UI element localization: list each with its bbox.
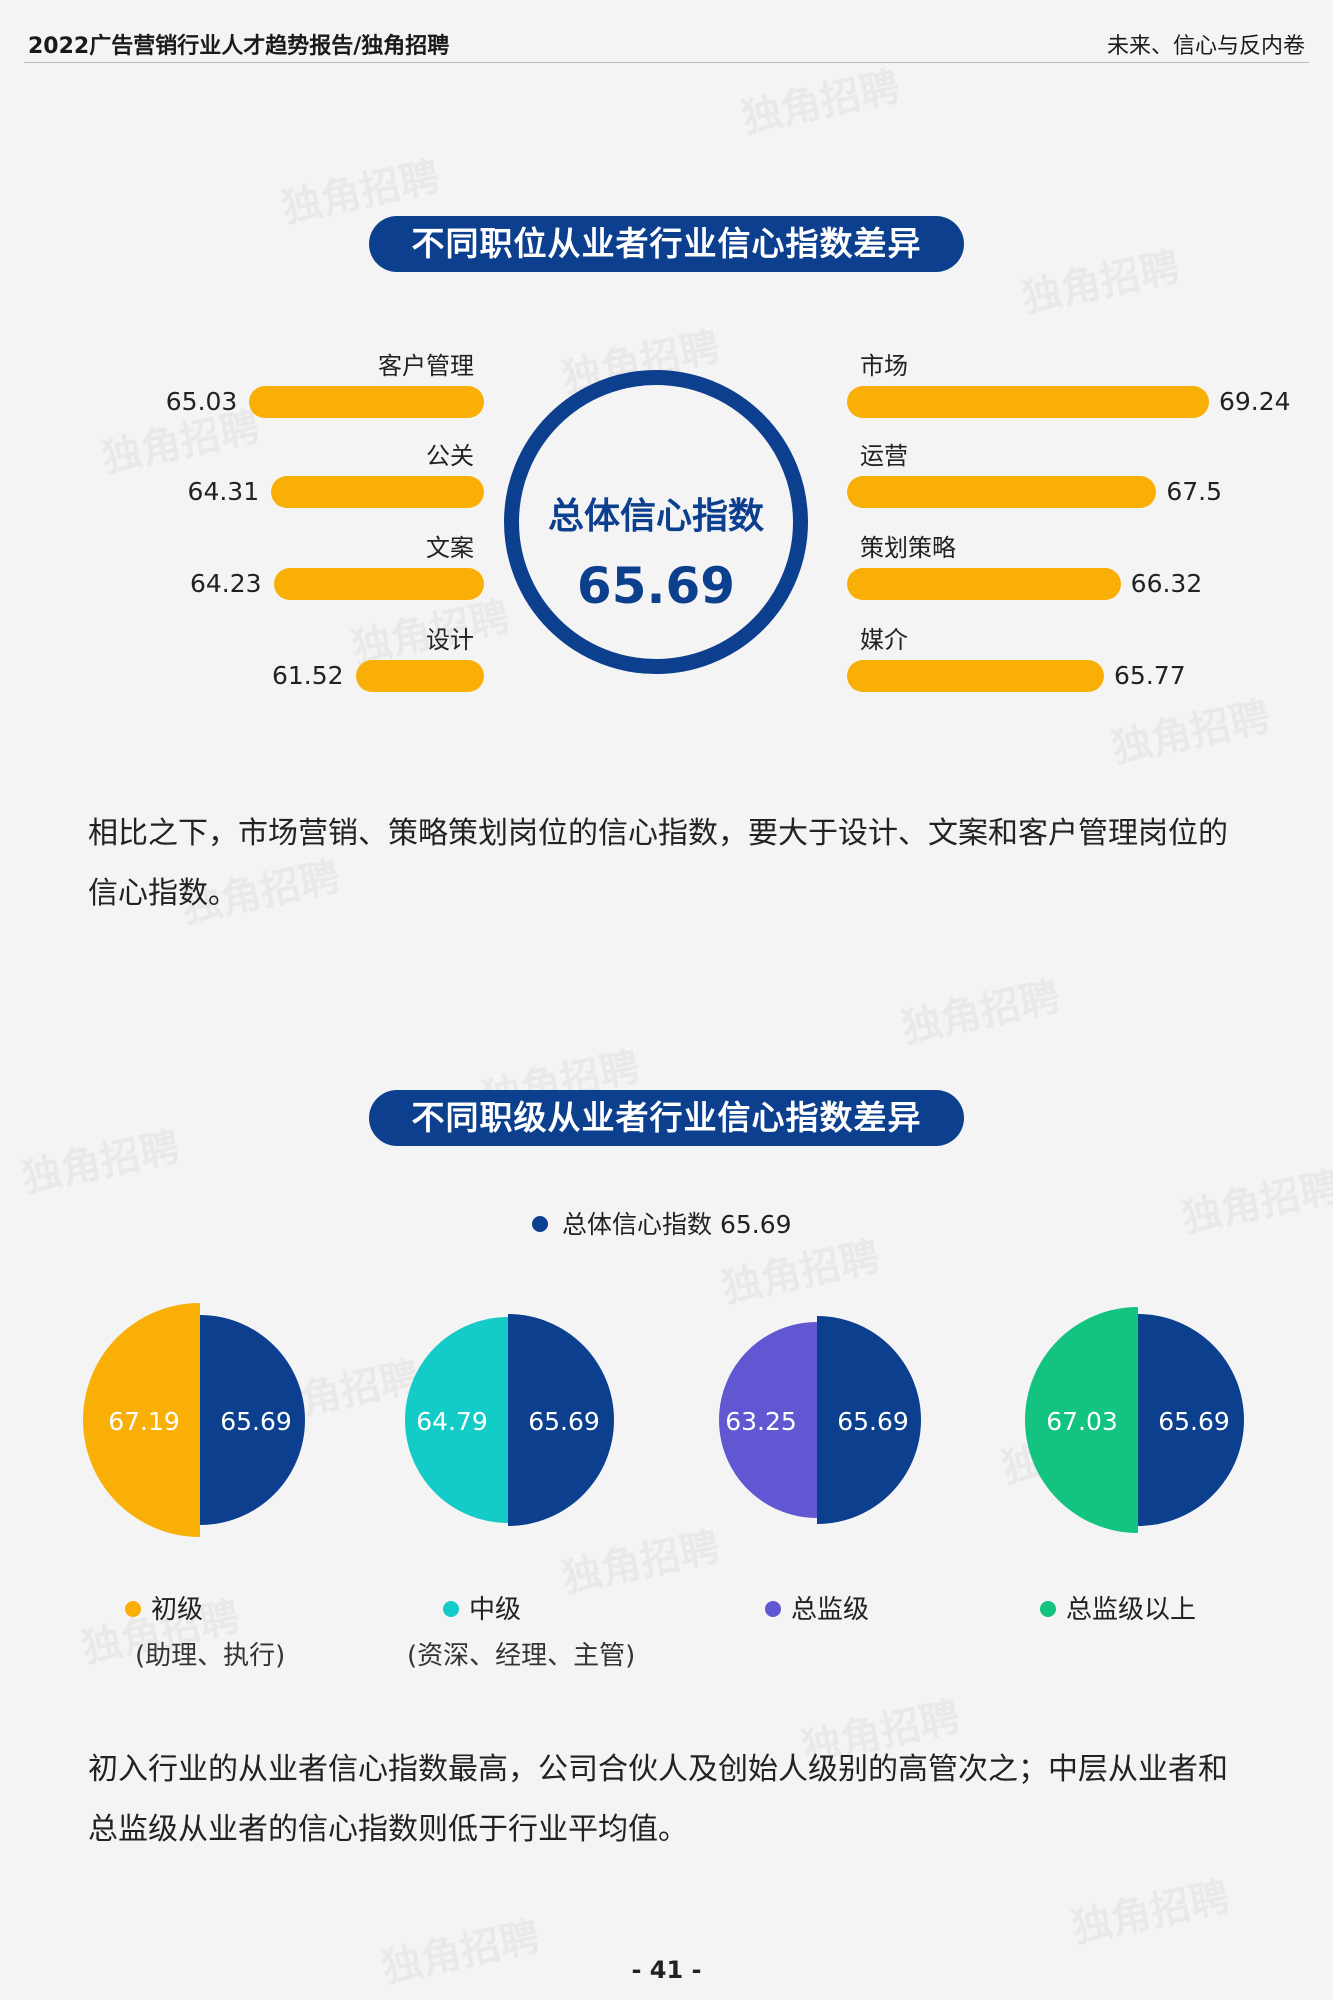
pie-level-value: 63.25 [725, 1407, 797, 1436]
level-legend-sublabel: (资深、经理、主管) [407, 1641, 636, 1671]
pie-overall-value: 65.69 [220, 1407, 292, 1436]
pie-segment-level [719, 1322, 817, 1518]
section2-paragraph: 初入行业的从业者信心指数最高，公司合伙人及创始人级别的高管次之；中层从业者和总监… [88, 1752, 1228, 1847]
level-pie-charts: 67.19 65.69 64.79 65.69 63.25 65.69 67.03 65.69 [83, 1303, 1244, 1537]
overall-index-label: 总体信心指数 [547, 496, 764, 537]
bar-left [273, 568, 484, 600]
report-title: 2022广告营销行业人才趋势报告/独角招聘 [28, 34, 450, 59]
pie-segment-overall [200, 1315, 305, 1525]
level-legend-sublabel: (助理、执行) [135, 1641, 286, 1671]
bar-right [847, 476, 1157, 508]
bar-left-value: 61.52 [271, 661, 344, 690]
bar-right-label: 市场 [860, 352, 908, 380]
section1-paragraph: 相比之下，市场营销、策略策划岗位的信心指数，要大于设计、文案和客户管理岗位的信心… [88, 816, 1228, 911]
level-legend-dot [1040, 1600, 1056, 1617]
pie-segment-level [405, 1317, 508, 1523]
bar-left-value: 64.31 [187, 477, 260, 506]
bar-right-value: 69.24 [1219, 387, 1291, 416]
bar-right-label: 媒介 [860, 626, 908, 654]
bar-left-value: 64.23 [189, 569, 262, 598]
bar-left-label: 公关 [426, 442, 474, 470]
bar-right [847, 568, 1121, 600]
overall-index-value: 65.69 [576, 557, 736, 615]
bar-right-value: 67.5 [1166, 477, 1223, 506]
level-legend-item: 初级 [125, 1589, 203, 1626]
pie-level-value: 64.79 [416, 1407, 488, 1436]
section-title-position: 不同职位从业者行业信心指数差异 [369, 216, 964, 272]
pie-overall-value: 65.69 [1158, 1407, 1230, 1436]
level-legend-label: 初级 [151, 1595, 204, 1625]
level-legend-item: 总监级以上 [1040, 1589, 1196, 1626]
section-title-level: 不同职级从业者行业信心指数差异 [369, 1090, 964, 1146]
level-legend-dot [765, 1600, 781, 1617]
bar-right [847, 660, 1105, 692]
pie-segment-overall [1138, 1314, 1244, 1526]
pie-level-value: 67.03 [1046, 1407, 1118, 1436]
pie-overall-value: 65.69 [837, 1407, 909, 1436]
pie-segment-overall [508, 1314, 614, 1526]
level-legend-item: 总监级 [765, 1589, 869, 1626]
level-legend-dot [125, 1600, 141, 1617]
bar-right [847, 386, 1209, 418]
overall-legend-label: 总体信心指数 65.69 [562, 1210, 792, 1239]
level-legend-item: 中级 [443, 1589, 521, 1626]
bar-right-value: 66.32 [1130, 569, 1203, 598]
level-legend-label: 总监级 [791, 1595, 870, 1625]
pie-overall-value: 65.69 [528, 1407, 600, 1436]
level-legend-label: 总监级以上 [1066, 1595, 1197, 1625]
bar-right-label: 运营 [860, 442, 908, 470]
pie-segment-level [83, 1303, 200, 1537]
bar-right-value: 65.77 [1114, 661, 1186, 690]
level-legend-dot [443, 1600, 459, 1617]
level-legend-label: 中级 [469, 1595, 522, 1625]
overall-legend-dot [532, 1216, 548, 1232]
bar-left-label: 文案 [426, 534, 474, 562]
bar-left-label: 客户管理 [378, 352, 474, 380]
pie-level-value: 67.19 [108, 1407, 180, 1436]
pie-segment-level [1025, 1307, 1138, 1533]
bar-right-label: 策划策略 [860, 534, 956, 562]
bar-left-value: 65.03 [165, 387, 238, 416]
bar-left [355, 660, 484, 692]
pie-segment-overall [817, 1316, 921, 1524]
bar-left-label: 设计 [426, 626, 474, 654]
report-subtitle: 未来、信心与反内卷 [1106, 34, 1305, 59]
overall-legend: 总体信心指数 65.69 [532, 1205, 792, 1241]
page-number: - 41 - [631, 1956, 702, 1984]
page-header: 2022广告营销行业人才趋势报告/独角招聘 未来、信心与反内卷 [24, 22, 1309, 63]
bar-left [271, 476, 484, 508]
bar-left [249, 386, 484, 418]
watermark-text: 独角招聘 [1066, 1864, 1235, 1954]
